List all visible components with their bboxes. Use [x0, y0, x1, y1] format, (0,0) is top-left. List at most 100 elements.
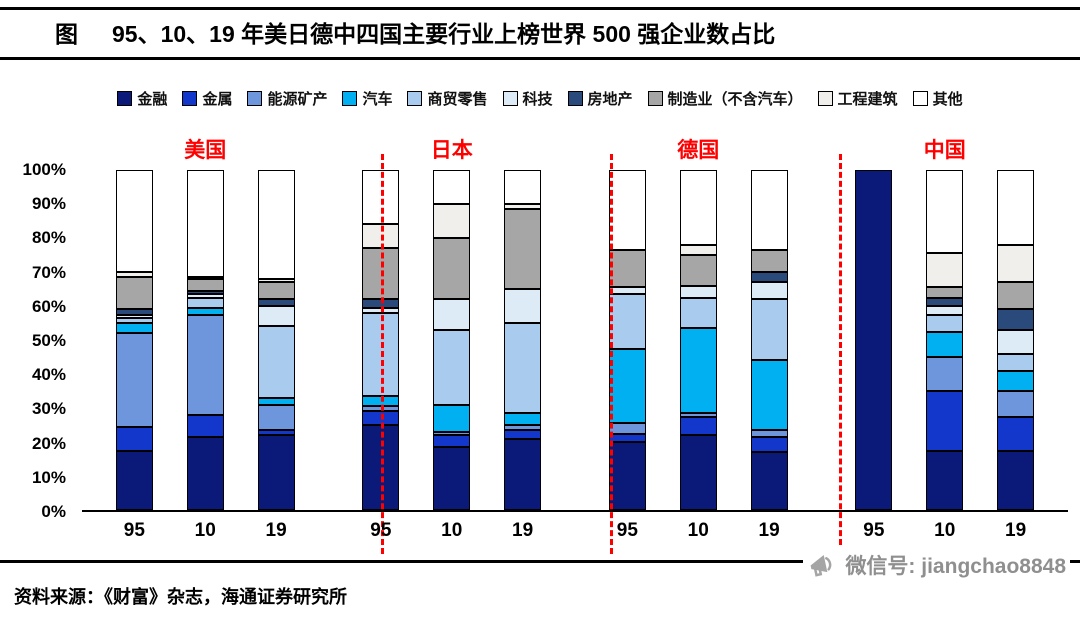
legend-label: 制造业（不含汽车）	[667, 91, 803, 108]
bar-segment	[186, 290, 224, 295]
bar-segment	[679, 285, 717, 298]
bar-segment	[997, 391, 1035, 417]
chart-title: 图 95、10、19 年美日德中四国主要行业上榜世界 500 强企业数占比	[0, 10, 1080, 57]
y-tick-label: 30%	[31, 399, 66, 419]
y-tick-label: 40%	[31, 365, 66, 385]
bar-segment	[115, 323, 153, 334]
y-tick-label: 10%	[31, 467, 66, 487]
stacked-bar	[362, 170, 400, 510]
bar-segment	[186, 278, 224, 291]
bar-segment	[679, 328, 717, 414]
x-tick-label: 10	[934, 520, 956, 541]
stacked-bar	[115, 170, 153, 510]
x-label-group: 95 10 19	[822, 520, 1069, 542]
plot-area	[82, 169, 1069, 510]
legend-label: 商贸零售	[427, 91, 488, 108]
bar-segment	[679, 297, 717, 329]
bar-segment	[750, 282, 788, 300]
legend-swatch	[502, 91, 518, 106]
group-separator-line	[381, 154, 384, 554]
legend-swatch	[182, 91, 198, 106]
megaphone-icon	[811, 555, 832, 577]
bar-segment	[997, 370, 1035, 391]
bar-segment	[926, 391, 964, 451]
bar-segment	[115, 277, 153, 310]
footer-rule	[0, 560, 1080, 563]
country-label: 中国	[923, 139, 966, 162]
bar-segment	[504, 289, 542, 324]
stacked-bar	[750, 170, 788, 510]
stacked-bar	[433, 170, 471, 510]
legend-item: 其他	[912, 88, 963, 109]
country-label: 美国	[184, 139, 227, 162]
bar-segment	[186, 169, 224, 277]
bar-segment	[362, 411, 400, 425]
legend-swatch	[567, 91, 583, 106]
legend-item: 科技	[502, 88, 553, 109]
bar-segment	[115, 170, 153, 273]
y-tick-label: 20%	[31, 433, 66, 453]
bar-segment	[362, 425, 400, 510]
stacked-bar	[679, 170, 717, 510]
bar-segment	[433, 431, 471, 436]
bar-segment	[504, 430, 542, 439]
bar-segment	[608, 433, 646, 442]
bar-segment	[750, 272, 788, 283]
bar-segment	[433, 329, 471, 405]
bar-segment	[257, 306, 295, 327]
stacked-bar	[186, 169, 224, 510]
bar-segment	[504, 438, 542, 510]
wechat-watermark: 微信号: jiangchao8848	[803, 548, 1070, 582]
bar-segment	[186, 297, 224, 308]
bar-segment	[257, 435, 295, 510]
x-label-group: 95 10 19	[575, 520, 822, 542]
legend-swatch	[117, 91, 133, 106]
bar-segment	[362, 170, 400, 225]
legend-swatch	[912, 91, 928, 106]
bar-segment	[608, 294, 646, 349]
bar-segment	[926, 450, 964, 510]
bar-segment	[115, 426, 153, 451]
bar-group	[822, 170, 1069, 510]
x-tick-label: 10	[687, 520, 709, 541]
legend-item: 能源矿产	[247, 88, 327, 109]
bar-segment	[504, 425, 542, 431]
wechat-watermark-text: 微信号: jiangchao8848	[845, 555, 1066, 578]
x-tick-label: 95	[616, 520, 638, 541]
stacked-bar	[997, 170, 1035, 510]
bar-segment	[257, 282, 295, 300]
bar-segment	[433, 299, 471, 330]
bar-segment	[608, 348, 646, 424]
bar-segment	[504, 323, 542, 414]
bar-segment	[115, 450, 153, 510]
header-bottom-rule	[0, 57, 1080, 60]
legend-swatch	[817, 91, 833, 106]
stacked-bar	[608, 170, 646, 510]
bar-segment	[997, 244, 1035, 283]
legend-item: 金属	[182, 88, 232, 109]
header-top-rule	[0, 7, 1080, 10]
x-tick-label: 19	[512, 520, 534, 541]
bar-segment	[362, 224, 400, 249]
legend-label: 能源矿产	[267, 91, 328, 108]
legend-item: 工程建筑	[817, 88, 898, 109]
country-label: 德国	[677, 139, 720, 162]
plot-region	[82, 154, 1069, 554]
bar-segment	[750, 360, 788, 431]
bar-segment	[433, 204, 471, 239]
y-tick-label: 60%	[31, 296, 66, 316]
bar-segment	[926, 287, 964, 298]
bar-segment	[926, 253, 964, 288]
y-tick-label: 90%	[31, 194, 66, 214]
bar-segment	[504, 204, 542, 210]
y-axis-labels: 100% 90% 80% 70% 60% 50% 40% 30% 20% 10% 0%	[12, 160, 74, 521]
x-tick-label: 10	[194, 520, 216, 541]
bar-segment	[750, 436, 788, 453]
stacked-bar-chart: 美国 日本 德国 中国 100% 90% 80% 70% 60% 50% 40% 30% 20% 10%…	[12, 139, 1069, 560]
bar-segment	[608, 249, 646, 288]
y-tick-label: 0%	[41, 502, 66, 521]
group-separator-line	[610, 154, 613, 554]
legend-item: 商贸零售	[407, 88, 488, 109]
bar-segment	[679, 170, 717, 245]
